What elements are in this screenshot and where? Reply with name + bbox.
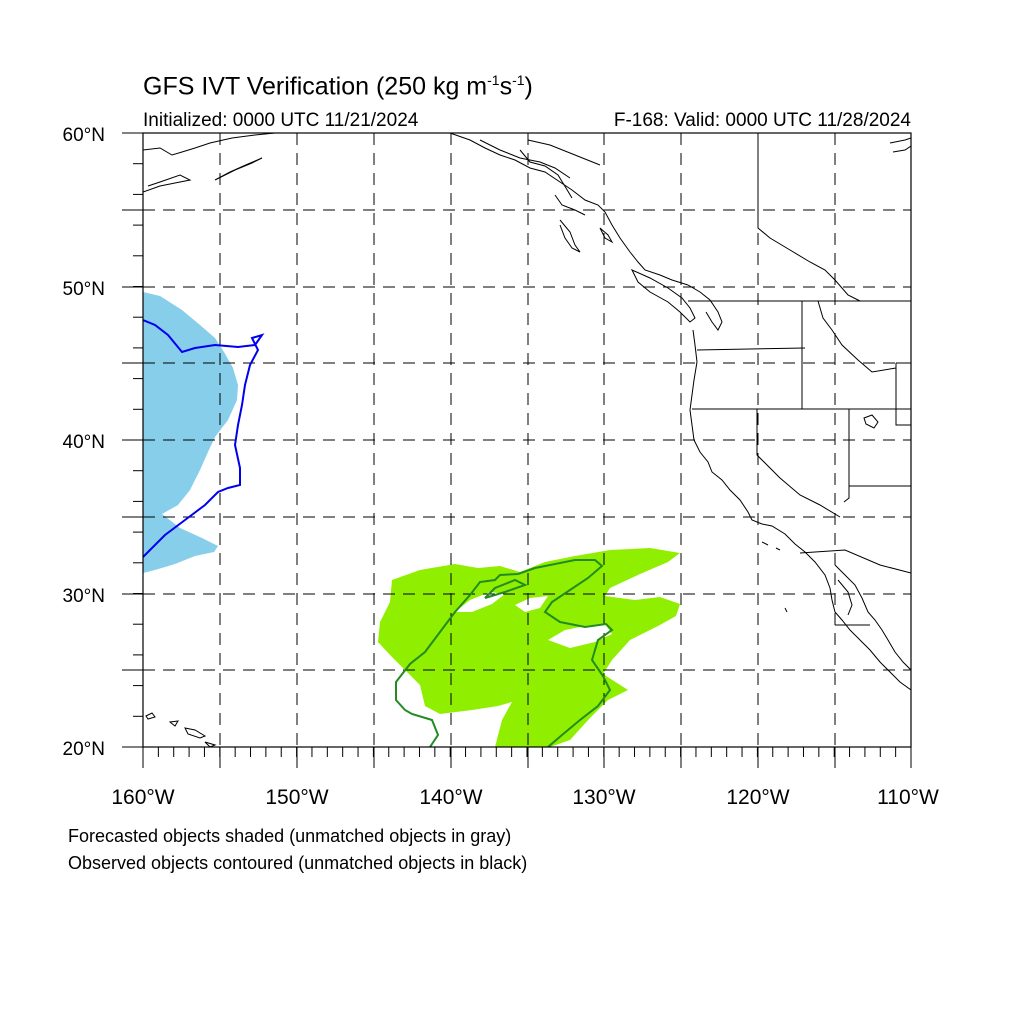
coastlines	[143, 133, 911, 747]
lat-label-60n: 60°N	[63, 125, 105, 146]
forecast-object-2-hole-b	[548, 624, 612, 648]
initialized-time: Initialized: 0000 UTC 11/21/2024	[143, 110, 419, 131]
lon-label-130w: 130°W	[572, 786, 635, 809]
lon-label-160w: 160°W	[111, 786, 174, 809]
political-boundaries	[688, 133, 911, 626]
lat-label-50n: 50°N	[63, 279, 105, 300]
observed-object-1	[143, 319, 265, 558]
lon-label-110w: 110°W	[877, 786, 939, 809]
lon-minor-ticks	[142, 747, 912, 757]
forecast-object-2-hole-a	[455, 592, 505, 612]
lat-label-20n: 20°N	[63, 739, 105, 760]
lat-minor-ticks	[133, 132, 143, 748]
forecast-object-1	[143, 292, 238, 573]
observed-object-2-inner	[484, 578, 528, 599]
lat-label-30n: 30°N	[63, 586, 105, 607]
lon-label-140w: 140°W	[419, 786, 482, 809]
valid-time: F-168: Valid: 0000 UTC 11/28/2024	[613, 110, 911, 131]
lat-label-40n: 40°N	[63, 432, 105, 453]
map-title: GFS IVT Verification (250 kg m-1s-1)	[143, 72, 533, 101]
observed-note: Observed objects contoured (unmatched ob…	[68, 853, 528, 873]
lon-label-120w: 120°W	[726, 786, 789, 809]
forecast-note: Forecasted objects shaded (unmatched obj…	[68, 826, 512, 846]
forecast-object-2-hole-c	[515, 596, 548, 612]
observed-object-2	[395, 559, 614, 747]
lon-label-150w: 150°W	[265, 786, 328, 809]
